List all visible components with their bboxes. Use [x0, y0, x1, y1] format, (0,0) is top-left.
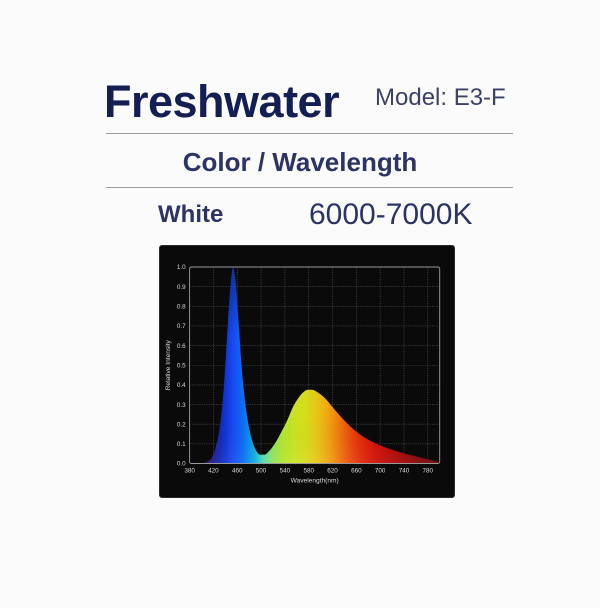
svg-text:540: 540 [280, 468, 291, 475]
svg-text:700: 700 [375, 468, 386, 475]
svg-text:Relative Intensity: Relative Intensity [165, 339, 172, 390]
svg-text:0.8: 0.8 [177, 304, 186, 311]
svg-text:Wavelength(nm): Wavelength(nm) [291, 478, 339, 485]
svg-text:0.9: 0.9 [177, 284, 186, 291]
svg-text:0.2: 0.2 [177, 421, 186, 428]
svg-text:580: 580 [303, 468, 314, 475]
svg-text:460: 460 [232, 468, 243, 475]
svg-text:740: 740 [399, 468, 410, 475]
svg-text:620: 620 [327, 468, 338, 475]
svg-text:1.0: 1.0 [177, 264, 186, 271]
svg-text:420: 420 [208, 468, 219, 475]
svg-text:0.0: 0.0 [177, 461, 186, 468]
svg-text:380: 380 [184, 468, 195, 475]
svg-text:0.5: 0.5 [177, 362, 186, 369]
svg-text:0.6: 0.6 [177, 343, 186, 350]
svg-text:0.3: 0.3 [177, 402, 186, 409]
svg-text:0.7: 0.7 [177, 323, 186, 330]
svg-text:660: 660 [351, 468, 362, 475]
svg-text:500: 500 [256, 468, 267, 475]
svg-text:780: 780 [423, 468, 434, 475]
svg-text:0.4: 0.4 [177, 382, 186, 389]
svg-text:0.1: 0.1 [177, 441, 186, 448]
